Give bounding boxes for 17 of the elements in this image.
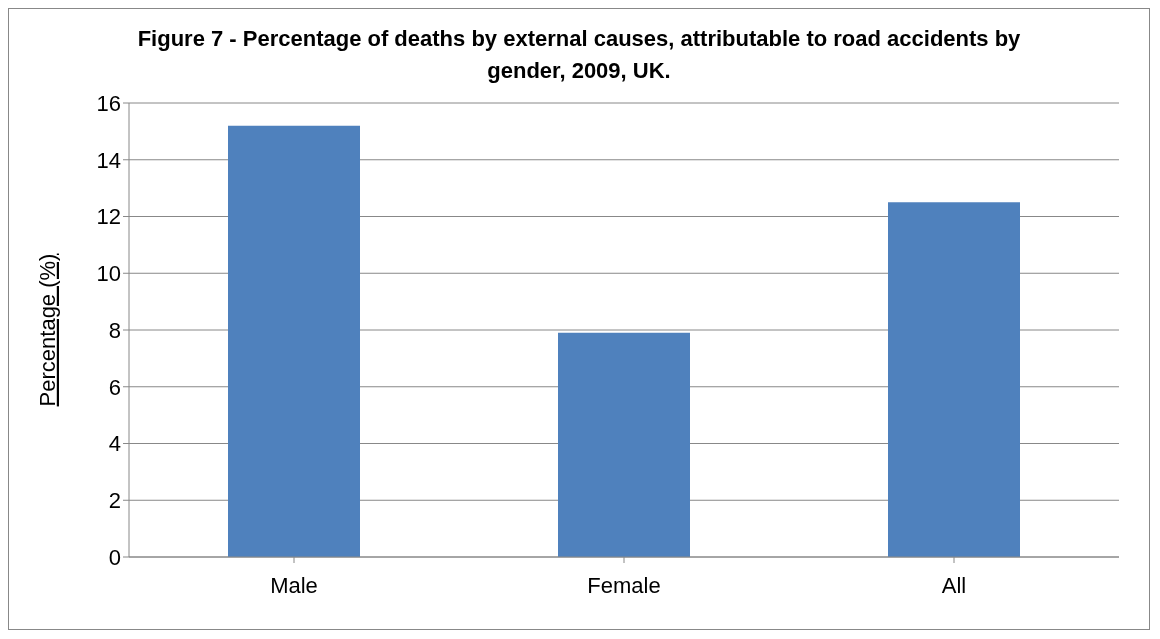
y-tick-label: 14 (96, 147, 121, 173)
x-tick-label: All (941, 572, 967, 598)
bar (888, 202, 1020, 557)
y-tick-label: 0 (108, 544, 121, 570)
x-tick-label: Female (587, 572, 661, 598)
x-tick-label: Male (270, 572, 318, 598)
y-axis-title: Percentage (%) (34, 253, 60, 407)
y-tick-label: 4 (108, 431, 121, 457)
y-tick-label: 16 (96, 90, 121, 116)
y-tick-label: 8 (108, 317, 121, 343)
y-tick-label: 10 (96, 261, 121, 287)
y-tick-label: 6 (108, 374, 121, 400)
bar (228, 125, 360, 557)
bar (558, 332, 690, 557)
y-tick-label: 2 (108, 488, 121, 514)
chart-title: Figure 7 - Percentage of deaths by external causes, attributable to road accidents by gender, 2009, UK. (136, 25, 1022, 85)
y-tick-label: 12 (96, 204, 121, 230)
